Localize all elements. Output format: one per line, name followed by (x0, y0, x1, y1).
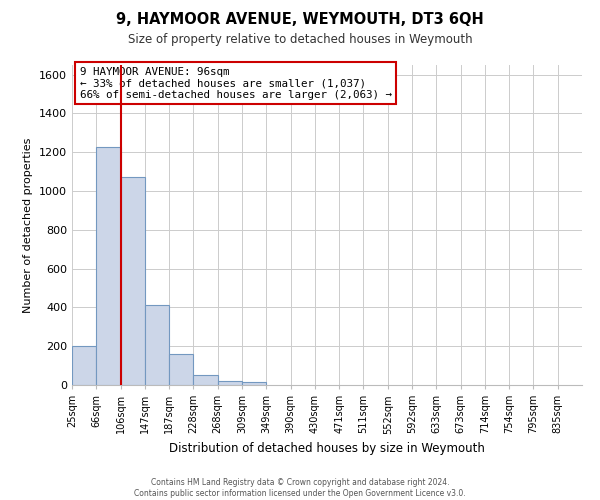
Bar (96, 148, 121, 385)
Bar (72, 346, 96, 385)
X-axis label: Distribution of detached houses by size in Weymouth: Distribution of detached houses by size … (169, 442, 485, 455)
Bar (169, 354, 193, 385)
Text: Contains HM Land Registry data © Crown copyright and database right 2024.
Contai: Contains HM Land Registry data © Crown c… (134, 478, 466, 498)
Text: Size of property relative to detached houses in Weymouth: Size of property relative to detached ho… (128, 32, 472, 46)
Bar (218, 381, 242, 385)
Bar (193, 376, 218, 385)
Y-axis label: Number of detached properties: Number of detached properties (23, 138, 34, 312)
Bar (121, 178, 145, 385)
Bar (145, 306, 169, 385)
Text: 9 HAYMOOR AVENUE: 96sqm
← 33% of detached houses are smaller (1,037)
66% of semi: 9 HAYMOOR AVENUE: 96sqm ← 33% of detache… (80, 66, 392, 100)
Bar (242, 382, 266, 385)
Text: 9, HAYMOOR AVENUE, WEYMOUTH, DT3 6QH: 9, HAYMOOR AVENUE, WEYMOUTH, DT3 6QH (116, 12, 484, 28)
